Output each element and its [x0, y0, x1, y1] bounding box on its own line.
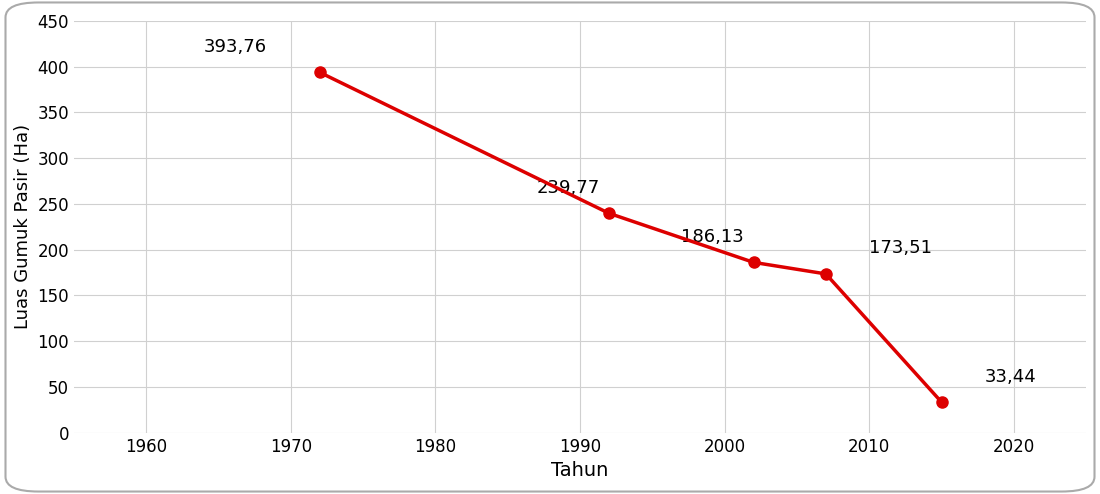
X-axis label: Tahun: Tahun [551, 461, 608, 480]
Text: 173,51: 173,51 [869, 240, 932, 257]
Text: 186,13: 186,13 [681, 228, 744, 246]
Text: 33,44: 33,44 [984, 368, 1036, 386]
Text: 393,76: 393,76 [205, 38, 267, 56]
Text: 239,77: 239,77 [537, 179, 600, 197]
Y-axis label: Luas Gumuk Pasir (Ha): Luas Gumuk Pasir (Ha) [14, 124, 32, 329]
